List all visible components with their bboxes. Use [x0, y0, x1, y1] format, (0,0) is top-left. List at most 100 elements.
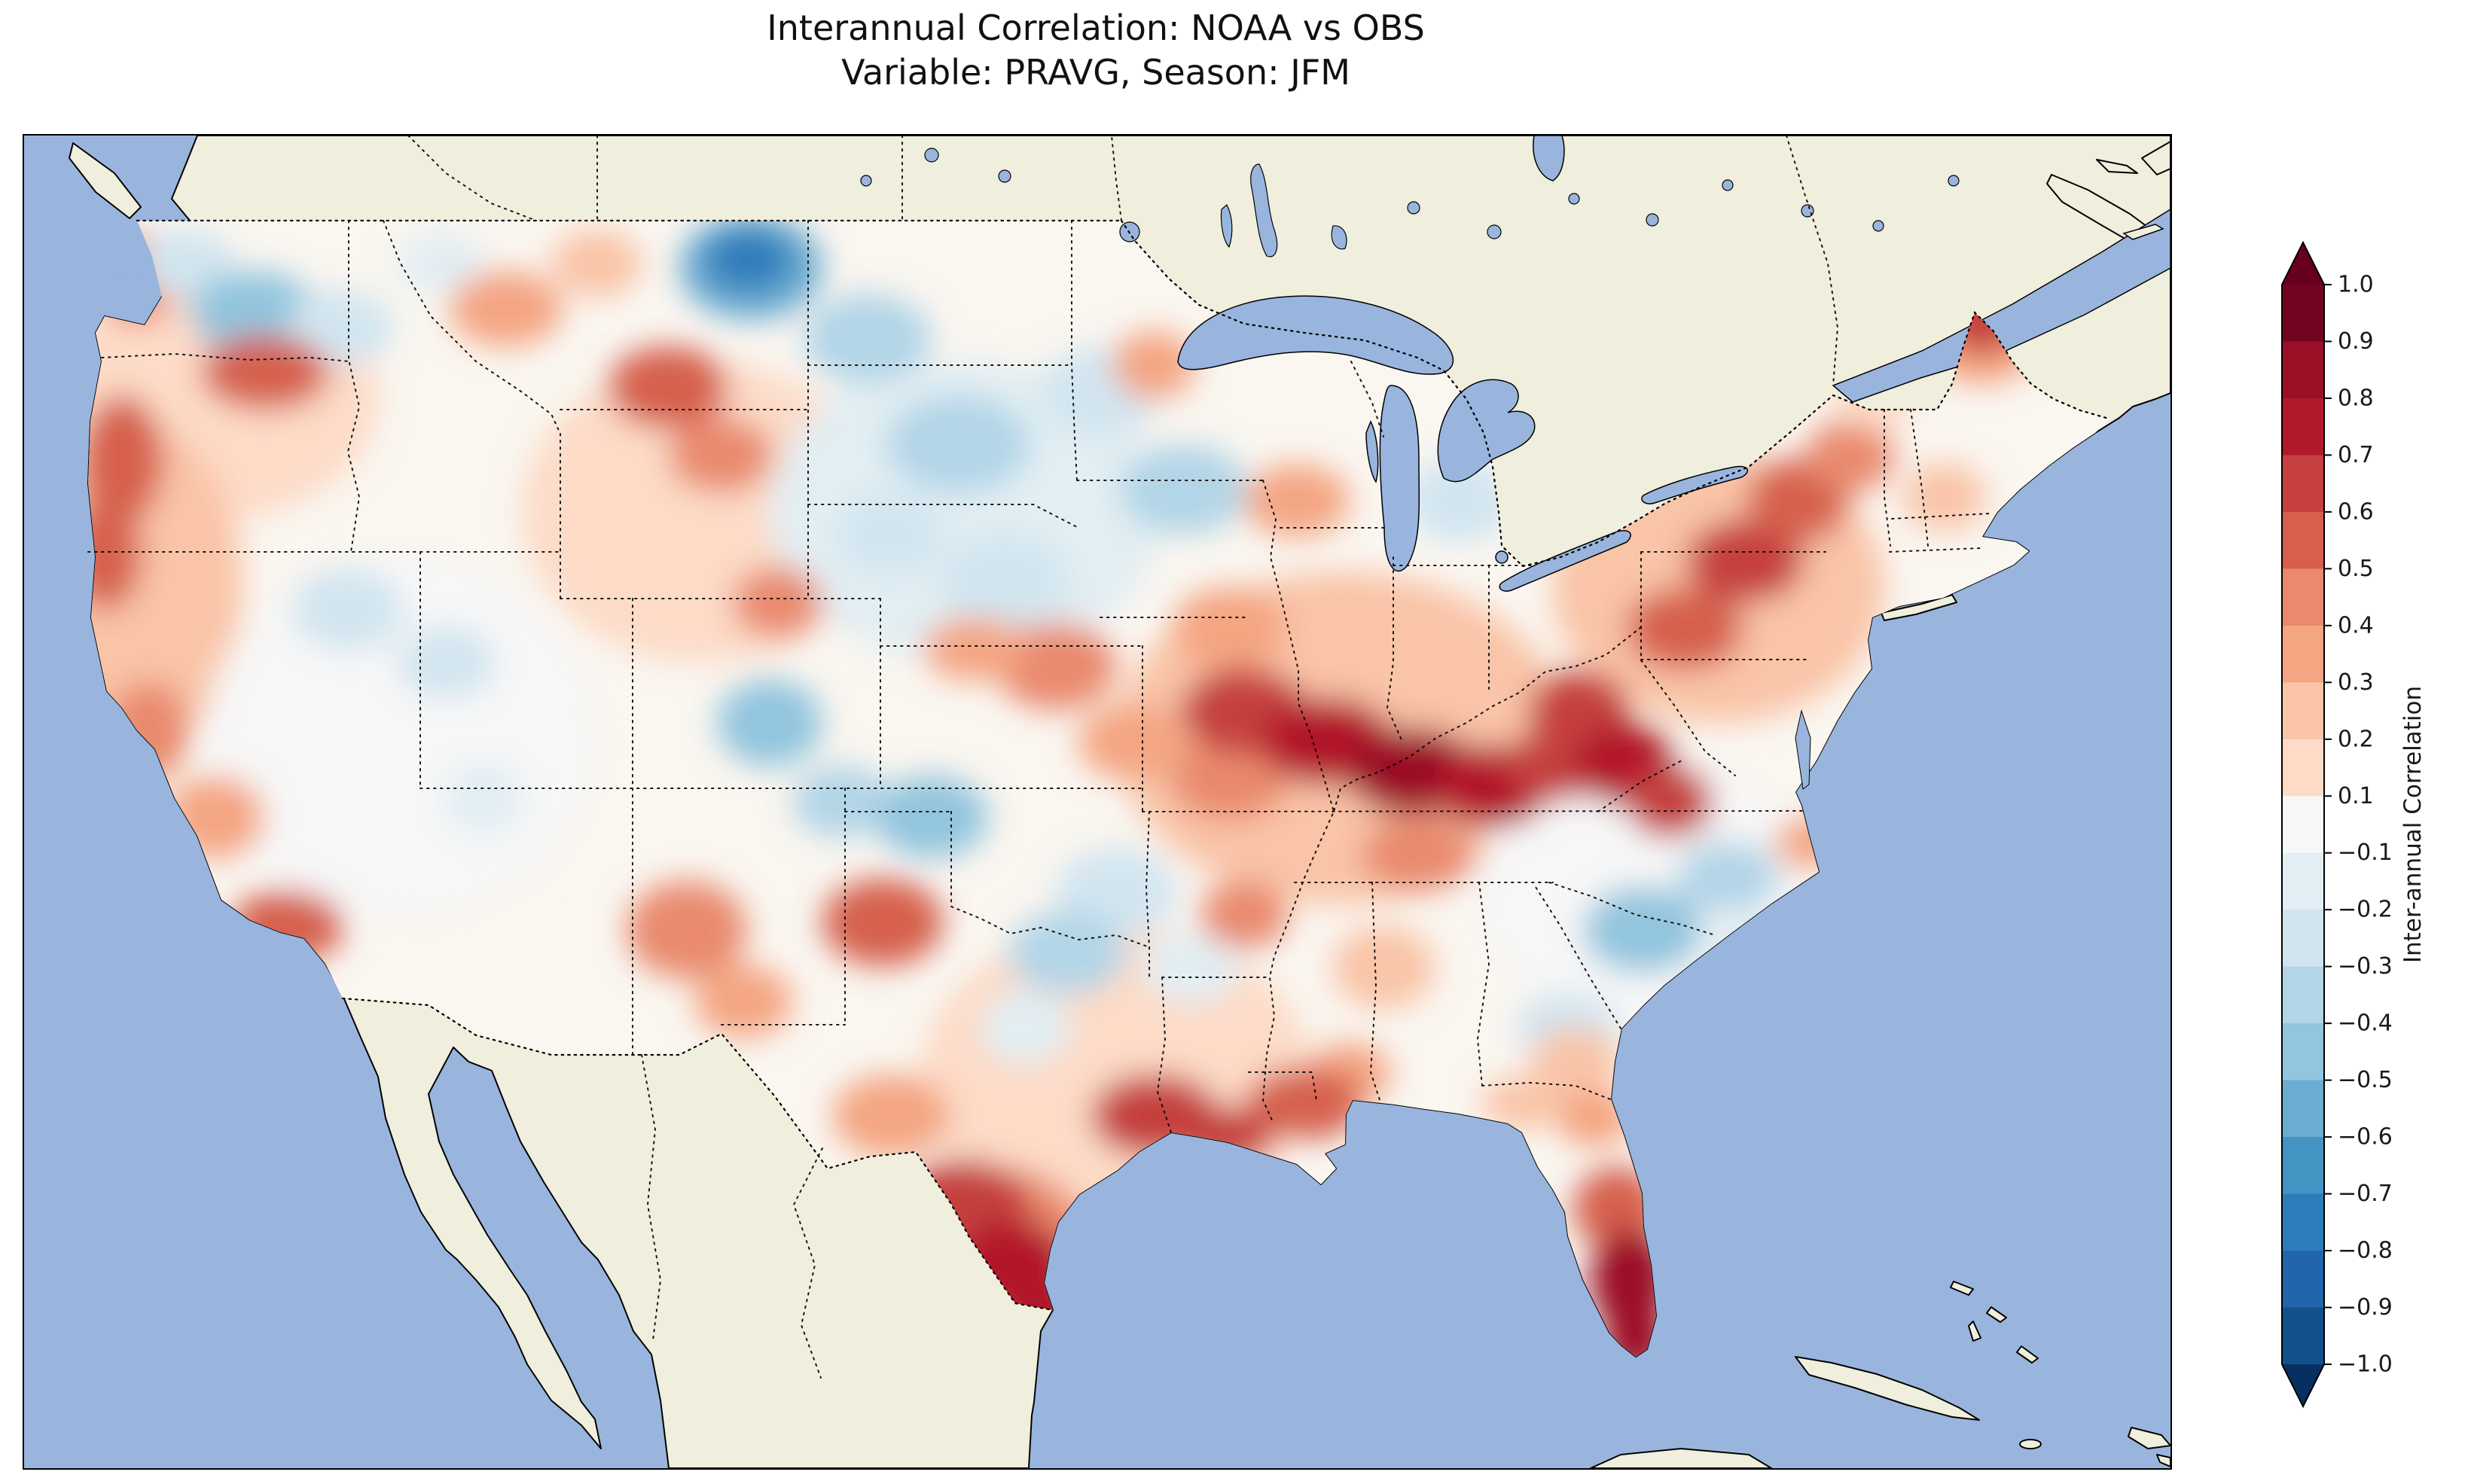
- colorbar-segment: [2282, 341, 2324, 399]
- colorbar-segment: [2282, 796, 2324, 854]
- correlation-blob: [668, 418, 773, 493]
- correlation-blob: [1112, 331, 1195, 399]
- colorbar-ticks: 1.0 0.9 0.8 0.7 0.6 0.5 0.4 0.3 0.2 0.1 −0.1 −0.2 −0…: [2324, 272, 2393, 1378]
- correlation-blob: [1676, 841, 1779, 913]
- correlation-blob: [1626, 766, 1713, 838]
- st-lawrence-gulf: [1832, 209, 2170, 403]
- correlation-blob: [201, 335, 329, 410]
- correlation-blob: [551, 230, 642, 297]
- small-lake: [998, 169, 1011, 183]
- correlation-blob: [717, 679, 822, 766]
- small-lake: [1407, 201, 1420, 215]
- prince-edward-island: [2096, 159, 2138, 174]
- colorbar-segment: [2282, 455, 2324, 513]
- correlation-blob: [981, 992, 1071, 1064]
- colorbar-tick-label: −0.4: [2338, 1010, 2393, 1037]
- lake-huron: [1437, 379, 1536, 483]
- correlation-blob: [88, 422, 243, 753]
- correlation-blob: [291, 568, 404, 651]
- map-axes-frame: [23, 134, 2172, 1470]
- correlation-blob: [705, 228, 792, 291]
- correlation-blob: [732, 566, 822, 638]
- green-bay: [1365, 420, 1379, 483]
- colorbar-segments: [2282, 285, 2324, 1365]
- correlation-blob: [1246, 1067, 1363, 1139]
- cuba-north-coast: [1590, 1448, 1772, 1468]
- lake-nipigon: [1331, 225, 1347, 250]
- colorbar-segment: [2282, 739, 2324, 797]
- colorbar-segment: [2282, 1023, 2324, 1081]
- correlation-blob: [1120, 444, 1248, 535]
- colorbar-extend-over: [2282, 242, 2324, 285]
- correlation-blob: [833, 1074, 950, 1157]
- lake-winnipeg: [1250, 163, 1278, 257]
- correlation-blob: [875, 776, 988, 858]
- colorbar-tick-label: −0.1: [2338, 840, 2393, 866]
- colorbar-tick-label: 0.2: [2338, 726, 2374, 752]
- colorbar-tick-label: 0.5: [2338, 556, 2374, 582]
- correlation-blob: [1200, 881, 1288, 949]
- correlation-blob: [1244, 465, 1350, 537]
- correlation-blob: [627, 881, 747, 979]
- correlation-blob: [1170, 738, 1288, 821]
- bahamas-island: [2016, 1345, 2039, 1364]
- title-line-2: Variable: PRAVG, Season: JFM: [841, 51, 1350, 93]
- small-lake: [1646, 213, 1659, 227]
- correlation-blob: [886, 395, 1030, 493]
- colorbar-segment: [2282, 910, 2324, 967]
- correlation-blob: [397, 233, 487, 294]
- colorbar: 1.0 0.9 0.8 0.7 0.6 0.5 0.4 0.3 0.2 0.1 −0.1 −0.2 −0…: [2281, 240, 2427, 1409]
- correlation-blob: [792, 766, 890, 838]
- anticosti-island: [2122, 224, 2164, 240]
- correlation-blob: [1903, 463, 1986, 531]
- colorbar-segment: [2282, 285, 2324, 343]
- atlantic-islands: [1590, 1281, 2170, 1468]
- correlation-blob: [923, 617, 1026, 681]
- lake-michigan: [1379, 385, 1420, 572]
- colorbar-segment: [2282, 852, 2324, 911]
- colorbar-segment: [2282, 398, 2324, 456]
- correlation-blob: [190, 271, 318, 354]
- small-lake: [1568, 193, 1580, 205]
- lake-manitoba: [1220, 204, 1233, 248]
- small-lake: [924, 148, 939, 163]
- colorbar-tick-label: 0.9: [2338, 328, 2374, 355]
- correlation-blob: [1173, 587, 1286, 670]
- canadian-lakes: [860, 148, 1960, 257]
- colorbar-tick-label: −0.3: [2338, 953, 2393, 980]
- colorbar-extend-under: [2282, 1364, 2324, 1406]
- correlation-blob: [1481, 1077, 1564, 1129]
- small-lake: [860, 175, 872, 187]
- corner-island: [2156, 1454, 2170, 1467]
- bahamas-island: [1950, 1281, 1974, 1296]
- correlation-blob: [1583, 886, 1704, 974]
- correlation-blob: [450, 271, 563, 346]
- correlation-blob: [1361, 818, 1474, 891]
- small-lake: [1872, 220, 1884, 232]
- correlation-blob: [88, 395, 163, 523]
- small-lake: [1948, 175, 1960, 187]
- small-lake: [1722, 179, 1734, 191]
- lake-ontario: [1641, 465, 1749, 504]
- state-borders: [87, 136, 1990, 1379]
- great-lakes: [1177, 295, 1749, 592]
- colorbar-tick-label: −0.2: [2338, 897, 2393, 923]
- correlation-blob: [288, 290, 393, 365]
- colorbar-segment: [2282, 568, 2324, 626]
- correlation-blob: [1530, 1028, 1621, 1095]
- international-borders: [136, 219, 2110, 1312]
- correlation-blob: [1142, 931, 1240, 1004]
- colorbar-tick-label: 0.4: [2338, 612, 2374, 638]
- correlation-blob: [442, 762, 525, 834]
- colorbar-segment: [2282, 1137, 2324, 1195]
- colorbar-tick-label: −0.7: [2338, 1181, 2393, 1207]
- colorbar-segment: [2282, 1080, 2324, 1138]
- colorbar-tick-label: 1.0: [2338, 272, 2374, 298]
- colorbar-tick-label: −0.8: [2338, 1238, 2393, 1264]
- us-correlation-map: [24, 136, 2170, 1468]
- colorbar-tick-label: −1.0: [2338, 1351, 2393, 1378]
- vancouver-island: [69, 142, 142, 219]
- correlation-blob: [694, 965, 792, 1038]
- james-bay: [1533, 136, 1565, 181]
